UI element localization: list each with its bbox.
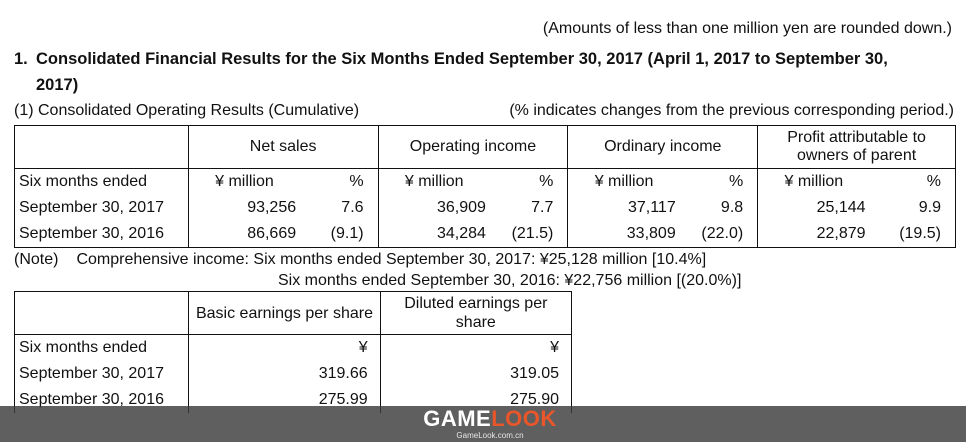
header-operating-income: Operating income (377, 125, 569, 169)
cell-value: 25,144 (757, 195, 870, 221)
cell-value: 34,284 (377, 221, 490, 248)
header-profit-attributable: Profit attributable to owners of parent (757, 125, 956, 169)
cell-pct: 7.7 (489, 195, 569, 221)
row-label: September 30, 2017 (13, 361, 190, 387)
cell-pct: 7.6 (300, 195, 379, 221)
brand-b: LOOK (491, 406, 557, 431)
rounding-note: (Amounts of less than one million yen ar… (542, 20, 952, 37)
unit-cell: ¥ million (567, 168, 680, 195)
cell-pct: (9.1) (300, 221, 379, 248)
pct-cell: % (489, 168, 569, 195)
watermark-bar: GAMELOOK GameLook.com.cn (0, 406, 966, 442)
heading-number: 1. (14, 50, 28, 68)
table-row: September 30, 2016 86,669 (9.1) 34,284 (… (14, 221, 956, 248)
subheading: (1) Consolidated Operating Results (Cumu… (14, 102, 954, 120)
brand-a: GAME (423, 406, 492, 431)
section-heading: 1. Consolidated Financial Results for the… (14, 46, 954, 98)
cell-value: 33,809 (567, 221, 680, 248)
table-header-row: Net sales Operating income Ordinary inco… (14, 125, 956, 169)
cell-pct: (22.0) (679, 221, 759, 248)
unit-cell: ¥ (379, 334, 573, 361)
header-net-sales: Net sales (187, 125, 379, 169)
cell-value: 36,909 (377, 195, 490, 221)
cell-pct: (21.5) (489, 221, 569, 248)
cell-value: 319.05 (379, 361, 573, 387)
table-row-units: Six months ended ¥ million % ¥ million %… (14, 168, 956, 195)
row-label: Six months ended (13, 334, 190, 361)
header-diluted-eps: Diluted earnings per share (379, 291, 573, 335)
note-label: (Note) (14, 251, 59, 268)
cell-value: 93,256 (187, 195, 301, 221)
watermark-url: GameLook.com.cn (456, 431, 524, 440)
header-blank (13, 291, 190, 335)
pct-cell: % (869, 168, 956, 195)
cell-value: 37,117 (567, 195, 680, 221)
cell-pct: 9.8 (679, 195, 759, 221)
cell-pct: 9.9 (869, 195, 956, 221)
note-line2: Six months ended September 30, 2016: ¥22… (278, 272, 742, 289)
row-label: September 30, 2017 (14, 195, 189, 221)
header-basic-eps: Basic earnings per share (188, 291, 381, 335)
header-ordinary-income: Ordinary income (567, 125, 759, 169)
eps-table: Basic earnings per share Diluted earning… (13, 291, 573, 413)
cell-value: 22,879 (757, 221, 870, 248)
table-row: September 30, 2017 319.66 319.05 (13, 361, 573, 387)
subheading-right: (% indicates changes from the previous c… (509, 102, 954, 119)
cell-pct: (19.5) (869, 221, 956, 248)
header-blank (14, 125, 189, 169)
heading-line2: 2017) (36, 76, 79, 94)
cell-value: 319.66 (188, 361, 381, 387)
cell-value: 86,669 (187, 221, 301, 248)
pct-cell: % (679, 168, 759, 195)
row-label: Six months ended (14, 168, 189, 195)
unit-cell: ¥ million (377, 168, 490, 195)
comprehensive-income-note: (Note) Comprehensive income: Six months e… (14, 249, 741, 291)
table-row: September 30, 2017 93,256 7.6 36,909 7.7… (14, 195, 956, 221)
table-row-units: Six months ended ¥ ¥ (13, 334, 573, 361)
operating-results-table: Net sales Operating income Ordinary inco… (14, 125, 956, 248)
row-label: September 30, 2016 (14, 221, 189, 248)
pct-cell: % (300, 168, 379, 195)
watermark-logo: GAMELOOK GameLook.com.cn (410, 406, 570, 442)
note-line1: Comprehensive income: Six months ended S… (76, 251, 707, 268)
heading-line1: Consolidated Financial Results for the S… (36, 50, 888, 68)
unit-cell: ¥ million (187, 168, 301, 195)
unit-cell: ¥ (188, 334, 381, 361)
subheading-left: (1) Consolidated Operating Results (Cumu… (14, 102, 360, 119)
table-header-row: Basic earnings per share Diluted earning… (13, 291, 573, 335)
unit-cell: ¥ million (757, 168, 870, 195)
